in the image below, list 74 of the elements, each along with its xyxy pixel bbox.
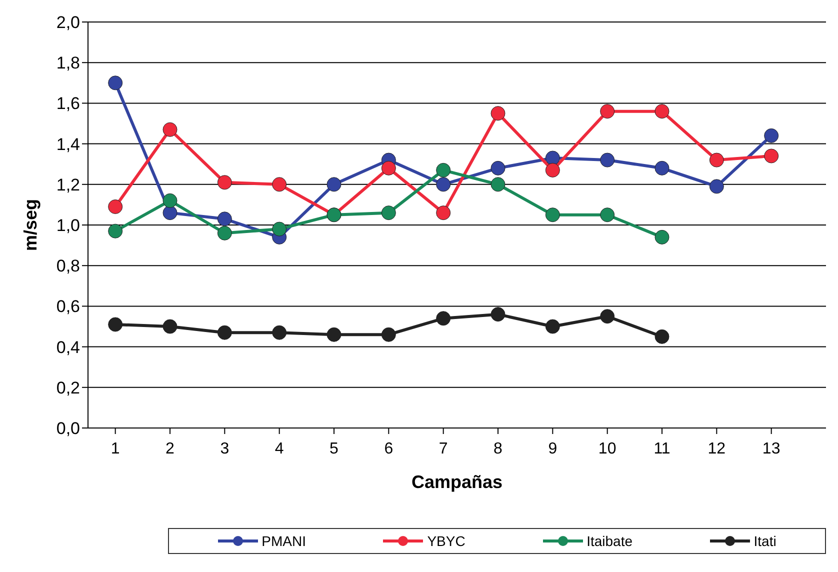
x-tick-label: 13 <box>762 440 780 458</box>
x-tick-label: 1 <box>110 440 120 458</box>
point <box>217 226 232 240</box>
x-tick-label: 12 <box>708 440 726 458</box>
y-tick-label: 0,2 <box>56 378 80 398</box>
x-tick-label: 10 <box>598 440 616 458</box>
y-axis-title: m/seg <box>20 198 40 252</box>
y-tick-label: 1,0 <box>56 216 80 236</box>
point <box>326 327 342 342</box>
x-tick-label: 5 <box>330 440 339 458</box>
x-tick-label: 11 <box>654 440 670 458</box>
x-axis-title: Campañas <box>411 472 503 492</box>
point <box>654 104 670 119</box>
point <box>490 106 506 121</box>
point <box>272 177 287 192</box>
point <box>162 193 178 208</box>
point <box>108 76 123 90</box>
point <box>326 177 342 192</box>
point <box>654 329 670 344</box>
point <box>764 128 779 143</box>
point <box>490 307 506 322</box>
y-tick-label: 0,4 <box>56 338 80 357</box>
point <box>162 122 178 137</box>
y-tick-label: 1,4 <box>56 134 80 154</box>
point <box>709 152 724 168</box>
point <box>436 311 451 326</box>
y-tick-label: 2,0 <box>56 13 80 32</box>
legend-label: Itati <box>752 533 776 549</box>
y-tick-label: 0,8 <box>56 256 80 276</box>
point <box>381 327 396 342</box>
x-tick-label: 8 <box>494 440 503 458</box>
point <box>545 319 560 334</box>
point <box>600 152 615 168</box>
point <box>764 148 779 164</box>
x-tick-label: 2 <box>166 440 175 458</box>
y-tick-label: 0,6 <box>56 297 80 316</box>
point <box>545 208 560 222</box>
legend-label: YBYC <box>426 533 466 549</box>
x-tick-label: 7 <box>438 440 448 458</box>
point <box>436 206 451 220</box>
y-tick-label: 1,2 <box>56 175 80 194</box>
point <box>490 160 506 176</box>
x-tick-label: 6 <box>384 440 394 458</box>
point <box>436 177 451 192</box>
x-tick-label: 4 <box>274 440 284 458</box>
x-tick-label: 3 <box>220 440 230 458</box>
point <box>654 160 670 176</box>
point <box>217 325 232 340</box>
point <box>490 177 506 192</box>
point <box>217 175 232 190</box>
point <box>709 179 724 194</box>
point <box>217 212 232 226</box>
y-tick-label: 1,6 <box>56 94 80 114</box>
point <box>600 104 615 119</box>
point <box>545 162 560 178</box>
point <box>600 208 615 222</box>
point <box>545 150 560 166</box>
y-tick-label: 1,8 <box>56 54 80 73</box>
y-tick-label: 0,0 <box>56 419 80 438</box>
point <box>381 206 396 220</box>
point <box>162 206 178 220</box>
point <box>381 160 396 176</box>
point <box>600 309 615 324</box>
point <box>436 162 451 178</box>
point <box>272 325 287 340</box>
x-tick-label: 9 <box>548 440 558 458</box>
point <box>108 317 123 332</box>
legend-label: PMANI <box>260 533 306 549</box>
point <box>108 224 123 238</box>
point <box>272 222 287 236</box>
point <box>654 230 670 244</box>
legend-label: Itaibate <box>586 533 633 549</box>
point <box>108 199 123 214</box>
point <box>162 319 178 334</box>
